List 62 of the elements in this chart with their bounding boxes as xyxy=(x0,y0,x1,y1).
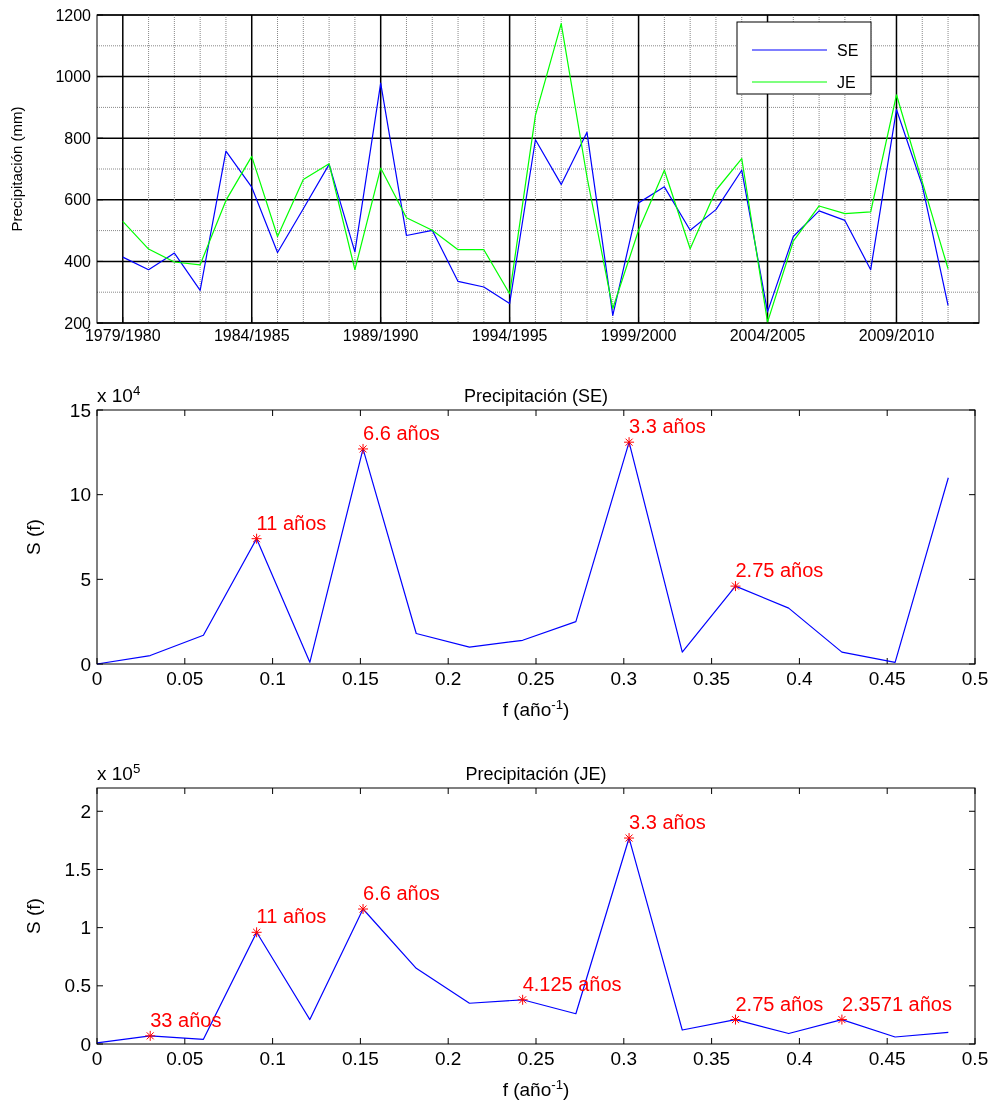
x-tick-label: 2009/2010 xyxy=(858,327,935,344)
y-tick-label: 15 xyxy=(69,399,91,421)
y-tick-label: 600 xyxy=(64,191,92,209)
legend-label: SE xyxy=(837,42,859,59)
annotation: 11 años xyxy=(256,511,327,534)
y-tick-label: 0 xyxy=(80,1033,91,1055)
annotation: 2.3571 años xyxy=(841,992,952,1015)
annotation: 11 años xyxy=(256,905,327,928)
y-tick-label: 5 xyxy=(80,568,91,590)
x-tick-label: 0.05 xyxy=(166,668,204,689)
y-tick-label: 10 xyxy=(69,484,91,506)
x-tick-label: 0.4 xyxy=(786,668,814,689)
line-series xyxy=(122,23,949,323)
x-tick-label: 0.5 xyxy=(961,668,989,689)
x-tick-label: 0.35 xyxy=(693,1048,731,1069)
y-axis-title: S (f) xyxy=(23,519,44,555)
y-tick-label: 1200 xyxy=(55,6,92,24)
text: x 10$^{4}$ xyxy=(97,382,141,406)
x-tick-label: 0.2 xyxy=(434,668,462,689)
y-tick-label: 1 xyxy=(80,917,91,939)
x-tick-label: 0.3 xyxy=(610,668,638,689)
y-tick-label: 1000 xyxy=(55,68,92,86)
x-tick-label: 0.1 xyxy=(259,1048,286,1069)
annotation: 3.3 años xyxy=(629,811,706,834)
annotation: 2.75 años xyxy=(735,992,824,1015)
x-tick-label: 0.3 xyxy=(610,1048,638,1069)
x-tick-label: 0.2 xyxy=(434,1048,462,1069)
chart-title: Precipitación (SE) xyxy=(463,386,609,406)
chart-title: Precipitación (JE) xyxy=(465,764,607,784)
legend-label: JE xyxy=(837,74,856,91)
x-tick-label: 0.4 xyxy=(786,1048,814,1069)
x-tick-label: 0.45 xyxy=(868,1048,906,1069)
x-axis-title: f (año$^{-1}$) xyxy=(502,1076,570,1100)
y-tick-label: 0 xyxy=(80,653,91,675)
x-tick-label: 1994/1995 xyxy=(471,327,548,344)
x-tick-label: 0.35 xyxy=(693,668,731,689)
annotation: 2.75 años xyxy=(735,559,824,582)
y-tick-label: 0.5 xyxy=(64,975,91,997)
x-tick-label: 0.05 xyxy=(166,1048,204,1069)
x-tick-label: 1984/1985 xyxy=(213,327,290,344)
x-tick-label: 0.45 xyxy=(868,668,906,689)
x-tick-label: 2004/2005 xyxy=(729,327,806,344)
text: x 10$^{5}$ xyxy=(97,760,141,784)
x-tick-label: 0.15 xyxy=(341,668,379,689)
x-tick-label: 1999/2000 xyxy=(600,327,677,344)
y-tick-label: 800 xyxy=(64,129,92,147)
x-tick-label: 0.25 xyxy=(517,668,555,689)
x-tick-label: 1989/1990 xyxy=(342,327,419,344)
x-tick-label: 0.1 xyxy=(259,668,286,689)
x-tick-label: 1979/1980 xyxy=(84,327,161,344)
x-tick-label: 0.25 xyxy=(517,1048,555,1069)
annotation: 6.6 años xyxy=(363,421,440,444)
y-tick-label: 1.5 xyxy=(64,859,91,881)
x-tick-label: 0.5 xyxy=(961,1048,989,1069)
x-tick-label: 0.15 xyxy=(341,1048,379,1069)
y-tick-label: 400 xyxy=(64,253,92,270)
annotation: 6.6 años xyxy=(363,882,440,905)
y-axis-title: Precipitación (mm) xyxy=(8,106,25,232)
x-axis-title: f (año$^{-1}$) xyxy=(502,696,570,720)
y-tick-label: 2 xyxy=(80,800,91,822)
y-axis-title: S (f) xyxy=(23,898,44,934)
annotation: 3.3 años xyxy=(629,415,706,438)
